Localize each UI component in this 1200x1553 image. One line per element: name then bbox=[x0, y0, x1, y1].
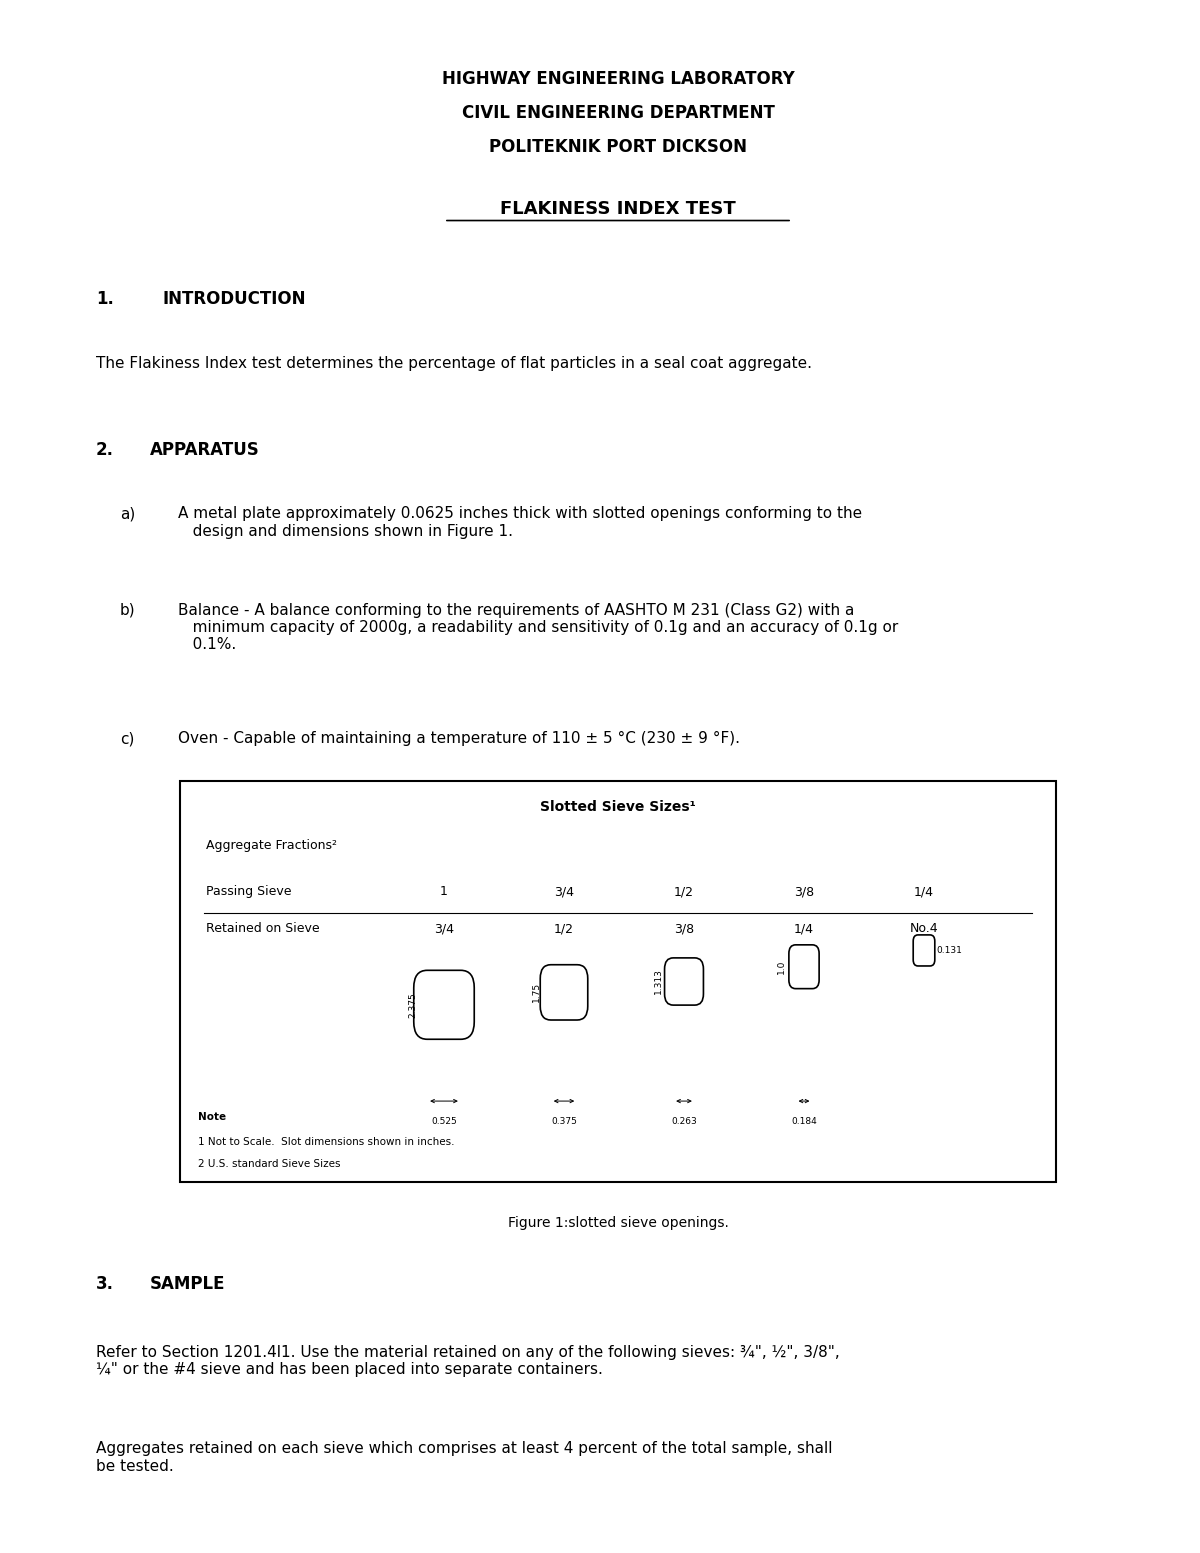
Text: 3/8: 3/8 bbox=[674, 922, 694, 935]
Text: A metal plate approximately 0.0625 inches thick with slotted openings conforming: A metal plate approximately 0.0625 inche… bbox=[178, 506, 862, 539]
Text: 1/4: 1/4 bbox=[794, 922, 814, 935]
Text: CIVIL ENGINEERING DEPARTMENT: CIVIL ENGINEERING DEPARTMENT bbox=[462, 104, 774, 123]
Text: FLAKINESS INDEX TEST: FLAKINESS INDEX TEST bbox=[500, 200, 736, 219]
Text: a): a) bbox=[120, 506, 136, 522]
Text: 3/4: 3/4 bbox=[554, 885, 574, 898]
Text: 1.313: 1.313 bbox=[654, 969, 664, 994]
Text: 1.: 1. bbox=[96, 290, 114, 309]
Text: 3/4: 3/4 bbox=[434, 922, 454, 935]
Text: SAMPLE: SAMPLE bbox=[150, 1275, 226, 1294]
Text: c): c) bbox=[120, 731, 134, 747]
Text: 3.: 3. bbox=[96, 1275, 114, 1294]
Text: 1.75: 1.75 bbox=[532, 983, 541, 1002]
Text: 2 U.S. standard Sieve Sizes: 2 U.S. standard Sieve Sizes bbox=[198, 1159, 341, 1168]
Text: 2.: 2. bbox=[96, 441, 114, 460]
Text: Balance - A balance conforming to the requirements of AASHTO M 231 (Class G2) wi: Balance - A balance conforming to the re… bbox=[178, 603, 898, 652]
FancyBboxPatch shape bbox=[540, 964, 588, 1020]
Text: 0.525: 0.525 bbox=[431, 1117, 457, 1126]
Text: Refer to Section 1201.4l1. Use the material retained on any of the following sie: Refer to Section 1201.4l1. Use the mater… bbox=[96, 1345, 840, 1378]
Text: Aggregate Fractions²: Aggregate Fractions² bbox=[206, 839, 337, 851]
Text: 0.131: 0.131 bbox=[936, 946, 962, 955]
Text: INTRODUCTION: INTRODUCTION bbox=[162, 290, 306, 309]
Text: 1/2: 1/2 bbox=[674, 885, 694, 898]
Text: Passing Sieve: Passing Sieve bbox=[206, 885, 292, 898]
FancyBboxPatch shape bbox=[788, 944, 820, 989]
Text: 1 Not to Scale.  Slot dimensions shown in inches.: 1 Not to Scale. Slot dimensions shown in… bbox=[198, 1137, 455, 1146]
Text: Oven - Capable of maintaining a temperature of 110 ± 5 °C (230 ± 9 °F).: Oven - Capable of maintaining a temperat… bbox=[178, 731, 739, 747]
Text: 3/8: 3/8 bbox=[794, 885, 814, 898]
Text: Figure 1:slotted sieve openings.: Figure 1:slotted sieve openings. bbox=[508, 1216, 728, 1230]
Text: b): b) bbox=[120, 603, 136, 618]
Text: No.4: No.4 bbox=[910, 922, 938, 935]
Text: 0.184: 0.184 bbox=[791, 1117, 817, 1126]
Text: Retained on Sieve: Retained on Sieve bbox=[206, 922, 320, 935]
Text: 1/4: 1/4 bbox=[914, 885, 934, 898]
Text: Slotted Sieve Sizes¹: Slotted Sieve Sizes¹ bbox=[540, 800, 696, 814]
Text: 2.375: 2.375 bbox=[408, 992, 418, 1017]
Text: 1.0: 1.0 bbox=[776, 960, 786, 974]
FancyBboxPatch shape bbox=[665, 958, 703, 1005]
Text: 0.263: 0.263 bbox=[671, 1117, 697, 1126]
Text: HIGHWAY ENGINEERING LABORATORY: HIGHWAY ENGINEERING LABORATORY bbox=[442, 70, 794, 89]
Text: 0.375: 0.375 bbox=[551, 1117, 577, 1126]
Text: 1/2: 1/2 bbox=[554, 922, 574, 935]
Text: Aggregates retained on each sieve which comprises at least 4 percent of the tota: Aggregates retained on each sieve which … bbox=[96, 1441, 833, 1474]
FancyBboxPatch shape bbox=[913, 935, 935, 966]
Text: APPARATUS: APPARATUS bbox=[150, 441, 259, 460]
Text: 1: 1 bbox=[440, 885, 448, 898]
Text: POLITEKNIK PORT DICKSON: POLITEKNIK PORT DICKSON bbox=[490, 138, 746, 157]
Text: The Flakiness Index test determines the percentage of flat particles in a seal c: The Flakiness Index test determines the … bbox=[96, 356, 812, 371]
Text: Note: Note bbox=[198, 1112, 226, 1121]
FancyBboxPatch shape bbox=[414, 971, 474, 1039]
